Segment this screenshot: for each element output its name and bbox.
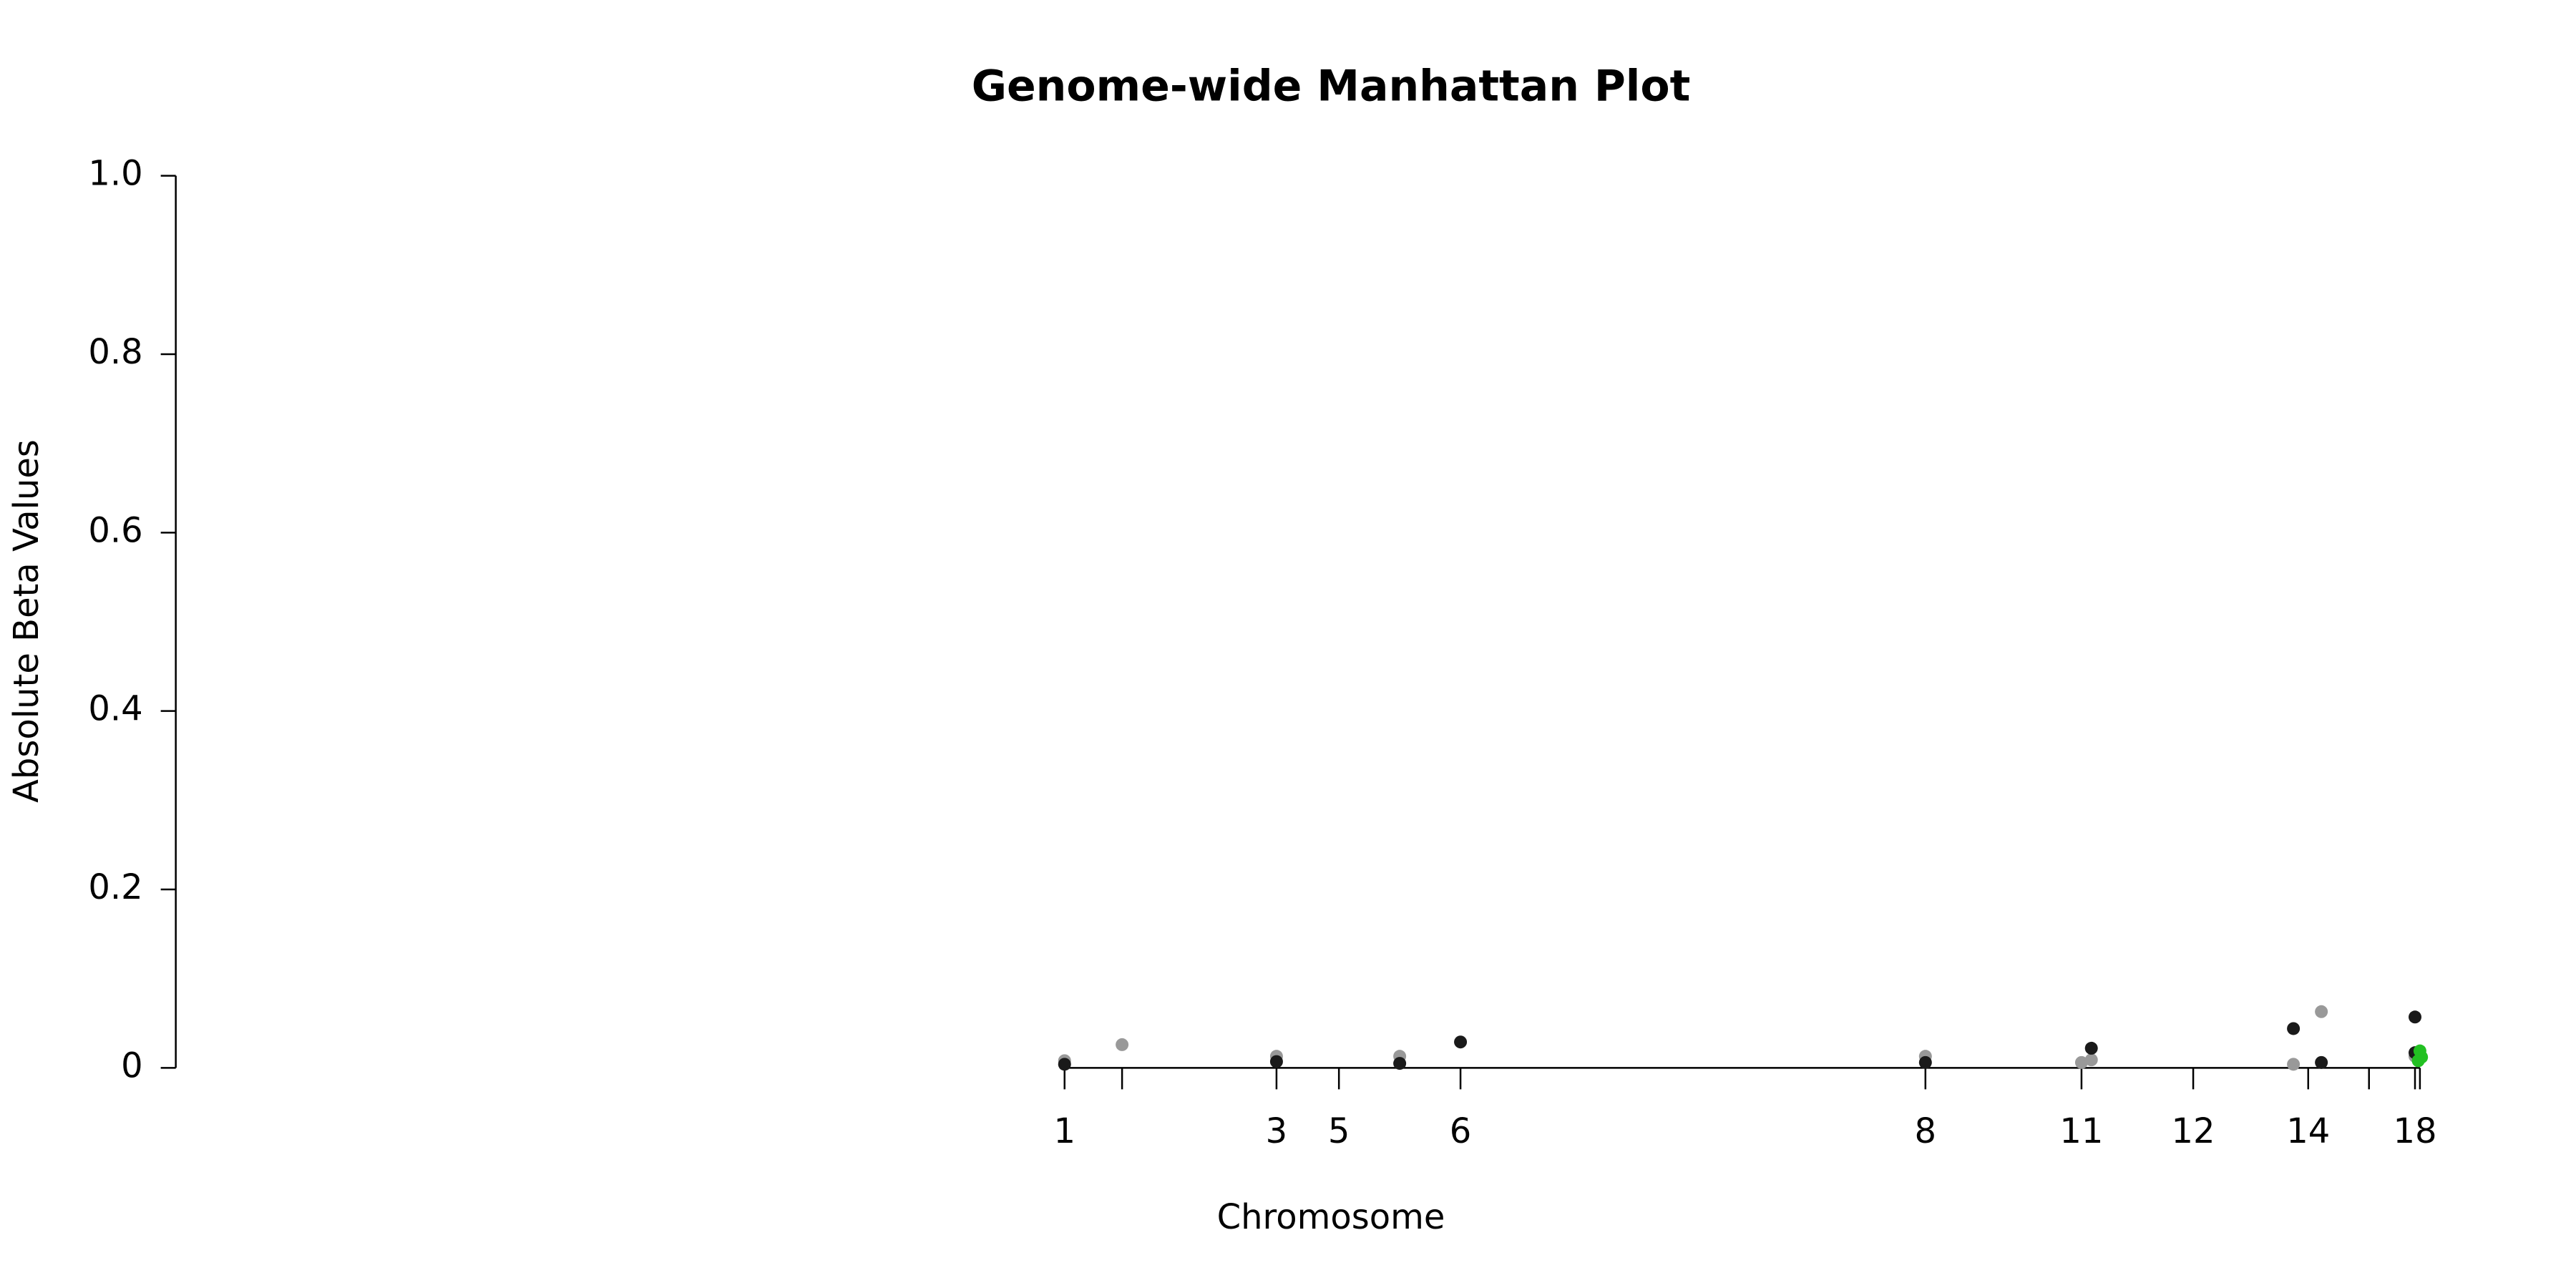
point bbox=[1058, 1058, 1071, 1071]
point bbox=[1269, 1055, 1283, 1068]
point bbox=[1454, 1035, 1468, 1049]
x-tick-label: 8 bbox=[1915, 1111, 1937, 1151]
y-axis-label: Absolute Beta Values bbox=[6, 439, 47, 803]
y-tick-label: 0.6 bbox=[88, 510, 142, 550]
y-tick-label: 1.0 bbox=[88, 154, 142, 194]
x-tick-label: 18 bbox=[2393, 1111, 2436, 1151]
y-tick-label: 0.4 bbox=[88, 689, 142, 729]
point bbox=[2084, 1053, 2098, 1067]
point bbox=[1393, 1057, 1407, 1070]
point bbox=[2409, 1010, 2421, 1024]
chart-title: Genome-wide Manhattan Plot bbox=[972, 62, 1691, 112]
point bbox=[2415, 1050, 2429, 1064]
x-tick-label: 5 bbox=[1328, 1111, 1350, 1151]
point bbox=[2287, 1022, 2301, 1035]
x-tick-label: 11 bbox=[2059, 1111, 2103, 1151]
y-tick-label: 0.8 bbox=[88, 332, 142, 372]
x-tick-label: 3 bbox=[1266, 1111, 1288, 1151]
x-tick-label: 12 bbox=[2172, 1111, 2215, 1151]
point bbox=[2074, 1055, 2088, 1069]
point bbox=[2287, 1058, 2301, 1071]
point bbox=[2315, 1055, 2328, 1069]
x-tick-label: 1 bbox=[1053, 1111, 1075, 1151]
point bbox=[1116, 1038, 1129, 1051]
point bbox=[2084, 1041, 2098, 1055]
x-tick-label: 14 bbox=[2286, 1111, 2330, 1151]
y-tick-label: 0 bbox=[121, 1045, 143, 1085]
y-tick-label: 0.2 bbox=[88, 867, 142, 907]
point bbox=[1918, 1055, 1932, 1069]
point bbox=[2315, 1005, 2328, 1018]
x-axis-label: Chromosome bbox=[1217, 1197, 1445, 1237]
x-tick-label: 6 bbox=[1450, 1111, 1472, 1151]
